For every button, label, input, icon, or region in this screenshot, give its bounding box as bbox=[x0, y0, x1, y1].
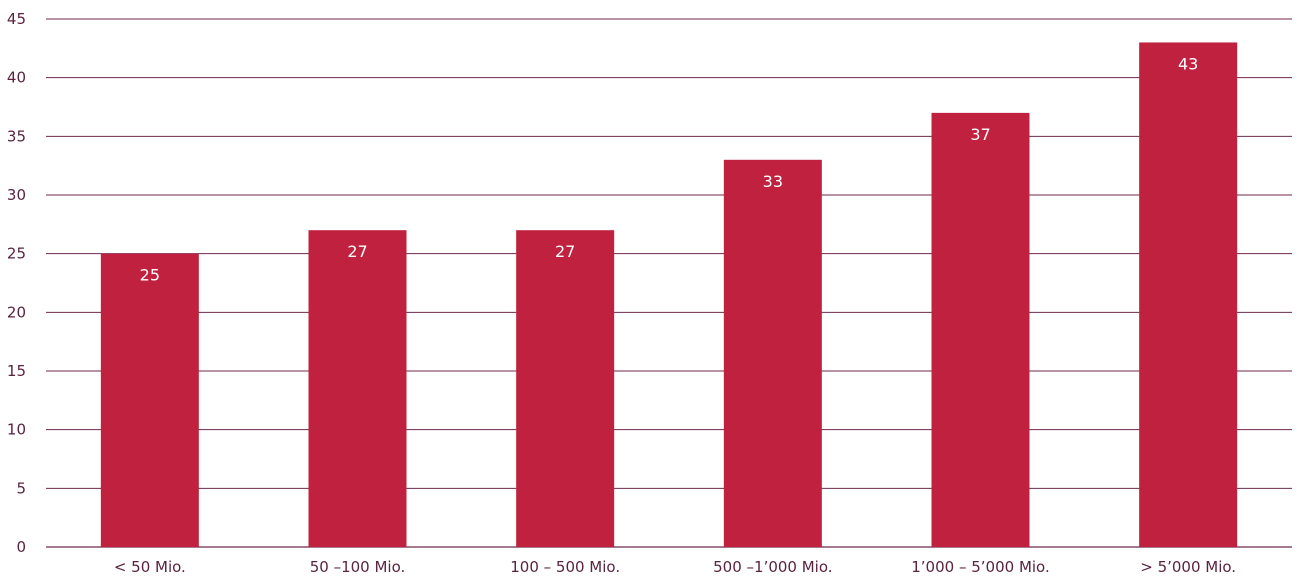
y-tick-label-0: 0 bbox=[16, 538, 26, 556]
bar-value-label-3: 33 bbox=[763, 172, 783, 191]
x-category-label-0: < 50 Mio. bbox=[114, 558, 186, 576]
bar-4 bbox=[931, 112, 1030, 547]
gridlines bbox=[46, 18, 1292, 548]
bar-value-labels: 25 27 27 33 37 43 bbox=[140, 54, 1199, 284]
x-category-label-4: 1’000 – 5’000 Mio. bbox=[911, 558, 1049, 576]
x-category-label-5: > 5’000 Mio. bbox=[1140, 558, 1236, 576]
bar-5 bbox=[1139, 42, 1238, 547]
y-tick-label-10: 10 bbox=[7, 421, 26, 439]
bar-1 bbox=[308, 230, 407, 547]
y-tick-label-30: 30 bbox=[7, 186, 26, 204]
y-axis-ticks: 0 5 10 15 20 25 30 35 40 45 bbox=[7, 10, 26, 556]
bar-value-label-2: 27 bbox=[555, 242, 575, 261]
bar-3 bbox=[723, 159, 822, 548]
y-tick-label-35: 35 bbox=[7, 127, 26, 145]
x-category-label-1: 50 –100 Mio. bbox=[310, 558, 406, 576]
y-tick-label-40: 40 bbox=[7, 69, 26, 87]
y-tick-label-25: 25 bbox=[7, 245, 26, 263]
bar-value-label-1: 27 bbox=[347, 242, 367, 261]
bar-0 bbox=[100, 253, 199, 547]
x-category-label-3: 500 –1’000 Mio. bbox=[713, 558, 832, 576]
y-tick-label-5: 5 bbox=[16, 479, 26, 497]
bar-value-label-0: 25 bbox=[140, 266, 160, 285]
x-axis-labels: < 50 Mio. 50 –100 Mio. 100 – 500 Mio. 500 –… bbox=[114, 558, 1236, 576]
y-tick-label-45: 45 bbox=[7, 10, 26, 28]
y-tick-label-15: 15 bbox=[7, 362, 26, 380]
x-category-label-2: 100 – 500 Mio. bbox=[510, 558, 620, 576]
bar-value-label-4: 37 bbox=[970, 125, 990, 144]
y-tick-label-20: 20 bbox=[7, 303, 26, 321]
bars bbox=[100, 42, 1238, 548]
bar-2 bbox=[516, 230, 615, 547]
bar-value-label-5: 43 bbox=[1178, 54, 1198, 73]
